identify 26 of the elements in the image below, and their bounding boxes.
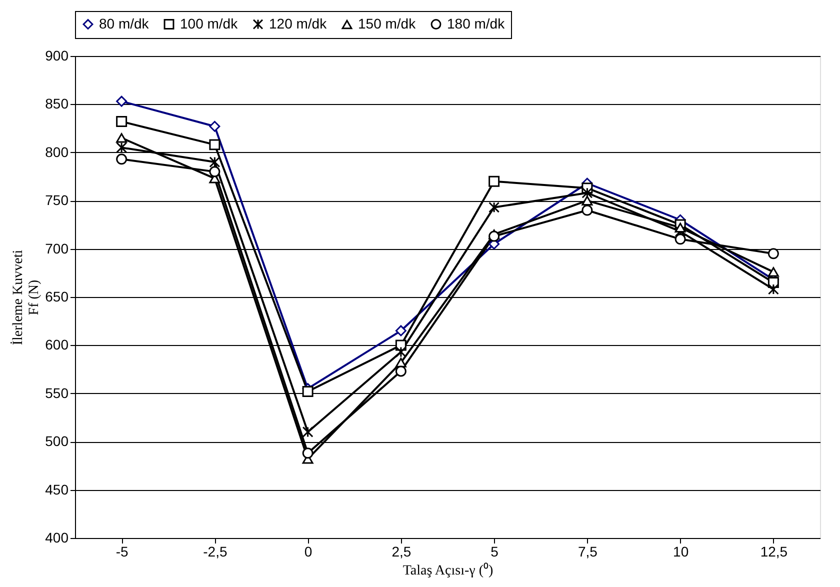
x-tick-label: 2,5 [392, 544, 412, 560]
x-axis-title: Talaş Açısı-γ (⁰) [402, 562, 494, 578]
legend-label: 80 m/dk [99, 15, 150, 32]
x-tick-label: -2,5 [203, 544, 228, 560]
y-tick-label: 450 [45, 481, 69, 498]
legend-label: 150 m/dk [358, 16, 417, 32]
legend-label: 100 m/dk [180, 15, 239, 32]
y-tick-label: 800 [45, 144, 69, 160]
y-tick-label: 850 [45, 96, 69, 112]
y-tick-label: 550 [45, 384, 69, 401]
x-tick-label: 5 [490, 544, 499, 560]
y-tick-label: 650 [45, 288, 69, 304]
y-tick-label: 600 [45, 336, 69, 353]
x-tick-label: -5 [116, 544, 128, 560]
legend-label: 180 m/dk [447, 15, 506, 32]
legend-label: 120 m/dk [269, 15, 328, 32]
y-tick-label: 700 [45, 240, 69, 256]
x-tick-label: 10 [673, 544, 689, 560]
y-tick-label: 500 [45, 433, 69, 450]
x-tick-label: 0 [304, 544, 312, 560]
y-axis-title: İlerleme Kuvveti Ff (N) [10, 250, 42, 346]
y-tick-label: 750 [45, 192, 69, 208]
y-tick-label: 900 [45, 48, 69, 64]
x-tick-label: 7,5 [578, 544, 598, 560]
y-tick-label: 400 [45, 530, 69, 546]
x-tick-label: 12,5 [760, 544, 788, 560]
